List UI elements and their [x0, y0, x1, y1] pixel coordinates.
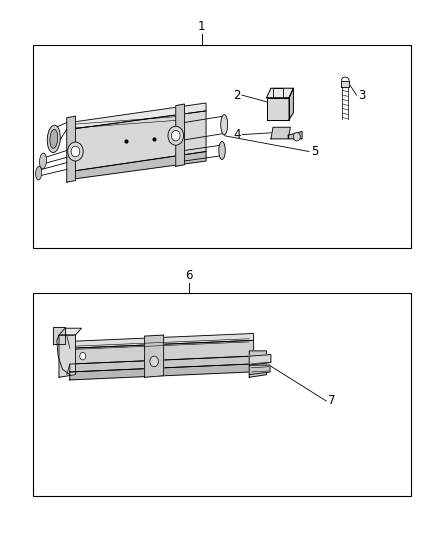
- Circle shape: [71, 146, 80, 157]
- Polygon shape: [70, 151, 206, 180]
- Circle shape: [150, 356, 159, 367]
- Text: 2: 2: [233, 88, 240, 102]
- Polygon shape: [70, 334, 254, 348]
- Text: 1: 1: [198, 20, 205, 33]
- Polygon shape: [59, 335, 75, 377]
- Bar: [33, 45, 411, 248]
- Text: 6: 6: [185, 269, 192, 282]
- Ellipse shape: [39, 153, 46, 169]
- Polygon shape: [267, 98, 289, 120]
- Polygon shape: [176, 104, 184, 166]
- Text: 4: 4: [233, 128, 240, 141]
- Polygon shape: [288, 132, 302, 139]
- Circle shape: [67, 142, 83, 161]
- Circle shape: [171, 131, 180, 141]
- Polygon shape: [271, 127, 290, 139]
- Ellipse shape: [219, 141, 225, 159]
- Polygon shape: [53, 327, 66, 344]
- Ellipse shape: [35, 166, 42, 180]
- Polygon shape: [249, 365, 270, 375]
- Circle shape: [168, 126, 184, 145]
- Polygon shape: [145, 335, 164, 377]
- Text: 5: 5: [311, 145, 318, 158]
- Polygon shape: [70, 341, 254, 364]
- Polygon shape: [70, 103, 206, 130]
- Bar: [33, 293, 411, 496]
- Circle shape: [80, 352, 86, 360]
- Polygon shape: [70, 356, 249, 372]
- Polygon shape: [70, 111, 206, 172]
- Ellipse shape: [47, 125, 60, 152]
- Text: 3: 3: [358, 88, 366, 102]
- Ellipse shape: [50, 130, 58, 148]
- Circle shape: [293, 133, 300, 141]
- Polygon shape: [67, 116, 75, 182]
- Polygon shape: [70, 364, 249, 380]
- Ellipse shape: [221, 115, 228, 135]
- Polygon shape: [59, 328, 81, 335]
- Text: 7: 7: [328, 394, 336, 408]
- Polygon shape: [289, 88, 293, 120]
- Polygon shape: [267, 88, 293, 98]
- Polygon shape: [341, 81, 349, 87]
- Polygon shape: [249, 351, 267, 377]
- Polygon shape: [249, 354, 271, 365]
